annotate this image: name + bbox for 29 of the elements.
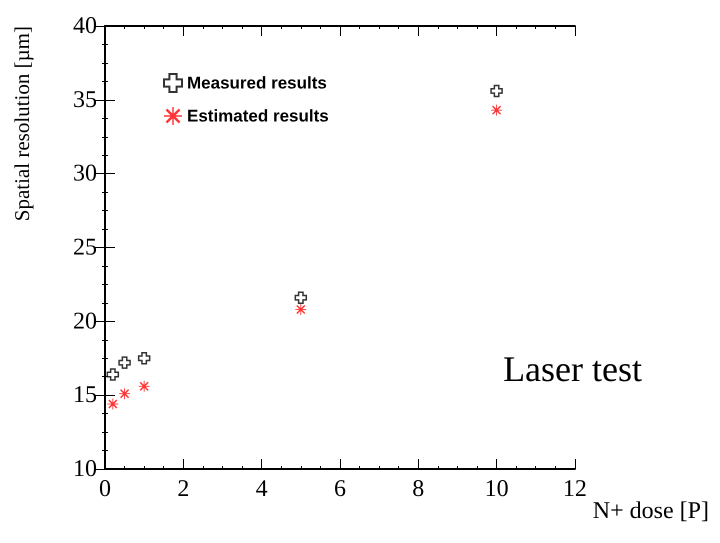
annotation: Laser test — [503, 349, 642, 389]
y-tick-label: 30 — [73, 160, 97, 187]
x-tick-label: 8 — [412, 476, 424, 502]
y-axis-title: Spatial resolution [µm] — [10, 26, 34, 222]
x-tick-label: 4 — [256, 476, 268, 502]
point — [138, 352, 150, 364]
y-tick-label: 20 — [73, 308, 97, 334]
point — [491, 104, 502, 116]
point — [295, 304, 306, 316]
point — [294, 291, 308, 304]
y-tick-label: 35 — [73, 86, 97, 113]
x-tick-label: 0 — [99, 476, 111, 502]
x-tick-label: 10 — [484, 476, 509, 502]
point — [118, 356, 131, 369]
x-tick-label: 6 — [334, 476, 346, 502]
point — [106, 368, 120, 381]
point — [107, 398, 118, 410]
y-tick-label: 15 — [73, 382, 97, 408]
point — [119, 388, 130, 400]
x-tick-label: 2 — [177, 476, 190, 502]
legend-label: Measured results — [187, 74, 327, 92]
x-tick-label: 12 — [562, 476, 587, 502]
y-tick-label: 25 — [73, 234, 97, 260]
y-tick-label: 40 — [73, 13, 97, 39]
legend-label: Estimated results — [187, 106, 329, 126]
x-axis-title: N+ dose [P] — [592, 498, 709, 524]
point — [138, 380, 150, 392]
y-tick-label: 10 — [73, 456, 97, 482]
point — [490, 84, 503, 98]
